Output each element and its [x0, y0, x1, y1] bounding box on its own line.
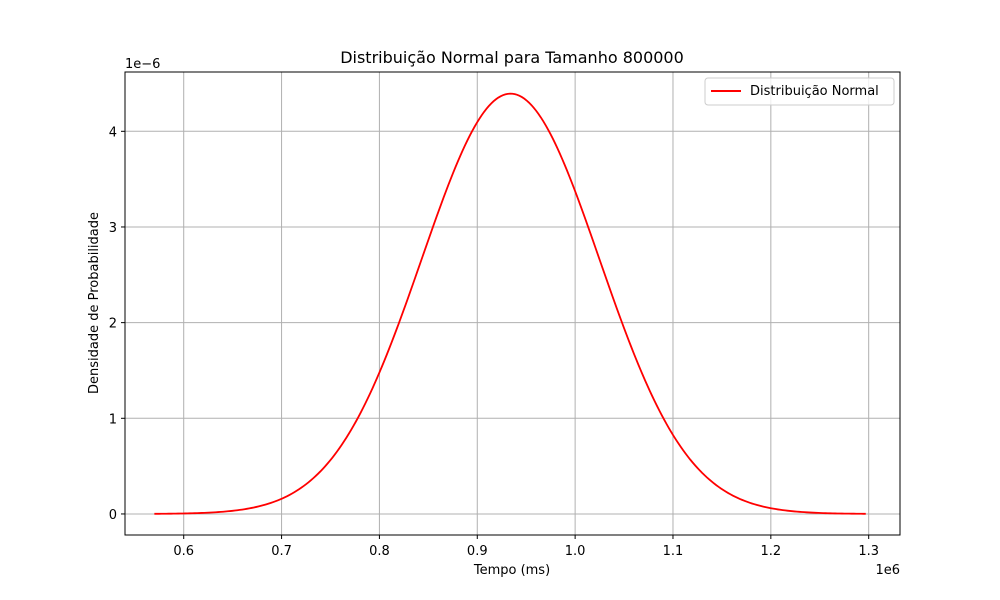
legend-label: Distribuição Normal	[750, 84, 879, 99]
y-axis-label: Densidade de Probabilidade	[87, 212, 102, 394]
legend: Distribuição Normal	[704, 77, 895, 106]
y-offset-label: 1e−6	[125, 57, 160, 72]
x-tick-label: 1.0	[565, 544, 586, 559]
legend-box	[704, 77, 895, 106]
x-tick-label: 1.2	[760, 544, 781, 559]
x-axis-label: Tempo (ms)	[473, 563, 550, 578]
plot-frame	[124, 71, 901, 536]
x-offset-label: 1e6	[875, 563, 900, 578]
y-axis: 0 1 2 3 4	[109, 125, 125, 523]
y-tick-label: 3	[109, 221, 117, 236]
x-tick-label: 1.1	[663, 544, 684, 559]
x-tick-label: 0.9	[467, 544, 488, 559]
chart-title: Distribuição Normal para Tamanho 800000	[340, 48, 684, 67]
y-tick-label: 2	[109, 317, 117, 332]
y-tick-label: 1	[109, 412, 117, 427]
x-tick-label: 1.3	[858, 544, 879, 559]
x-tick-label: 0.7	[271, 544, 292, 559]
series-layer	[154, 92, 866, 515]
grid-lines	[125, 72, 900, 535]
y-tick-label: 0	[109, 508, 117, 523]
series-line-normal-distribution	[154, 92, 866, 515]
x-axis: 0.6 0.7 0.8 0.9 1.0 1.1 1.2 1.3	[173, 535, 879, 559]
x-tick-label: 0.6	[173, 544, 194, 559]
x-tick-label: 0.8	[369, 544, 390, 559]
y-tick-label: 4	[109, 125, 117, 140]
